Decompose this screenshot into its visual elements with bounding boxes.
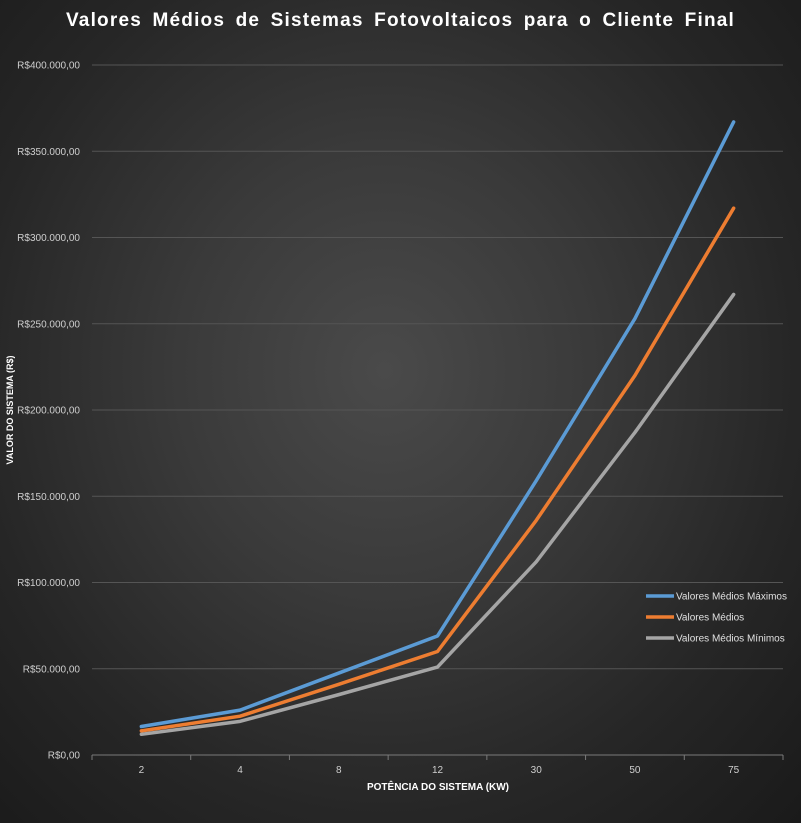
- legend-entry: Valores Médios Mínimos: [676, 634, 785, 645]
- x-tick-label: 30: [531, 765, 543, 776]
- x-tick-label: 2: [139, 765, 145, 776]
- legend-entry: Valores Médios: [676, 613, 744, 624]
- x-tick-label: 50: [629, 765, 641, 776]
- x-tick-label: 12: [432, 765, 444, 776]
- y-tick-label: R$150.000,00: [17, 492, 80, 503]
- y-tick-label: R$100.000,00: [17, 578, 80, 589]
- y-tick-label: R$50.000,00: [23, 664, 81, 675]
- y-tick-label: R$400.000,00: [17, 61, 80, 72]
- series-line-1: [139, 120, 736, 729]
- x-tick-label: 8: [336, 765, 342, 776]
- series-line-3: [139, 292, 736, 737]
- y-tick-label: R$0,00: [48, 751, 81, 762]
- series-line-2: [139, 206, 736, 733]
- x-tick-label: 4: [237, 765, 243, 776]
- y-tick-label: R$300.000,00: [17, 233, 80, 244]
- legend-entry: Valores Médios Máximos: [676, 592, 787, 603]
- y-tick-label: R$350.000,00: [17, 147, 80, 158]
- chart-title: Valores Médios de Sistemas Fotovoltaicos…: [65, 10, 736, 31]
- x-tick-label: 75: [728, 765, 740, 776]
- y-tick-label: R$200.000,00: [17, 406, 80, 417]
- x-axis-label: POTÊNCIA DO SISTEMA (KW): [366, 782, 510, 793]
- y-tick-label: R$250.000,00: [17, 319, 80, 330]
